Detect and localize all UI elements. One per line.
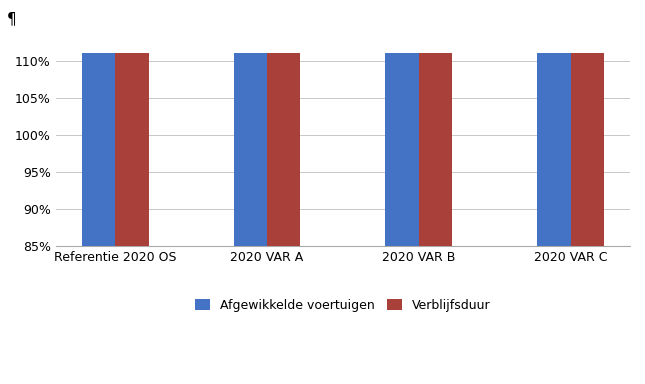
Text: ¶: ¶ <box>6 12 16 26</box>
Bar <box>385 0 419 247</box>
Legend: Afgewikkelde voertuigen, Verblijfsduur: Afgewikkelde voertuigen, Verblijfsduur <box>191 295 495 316</box>
Bar <box>419 0 452 247</box>
Bar <box>537 0 571 247</box>
Bar <box>82 0 115 247</box>
Bar <box>115 0 148 247</box>
Bar <box>267 0 301 247</box>
Bar <box>571 0 604 247</box>
Bar <box>233 0 267 247</box>
